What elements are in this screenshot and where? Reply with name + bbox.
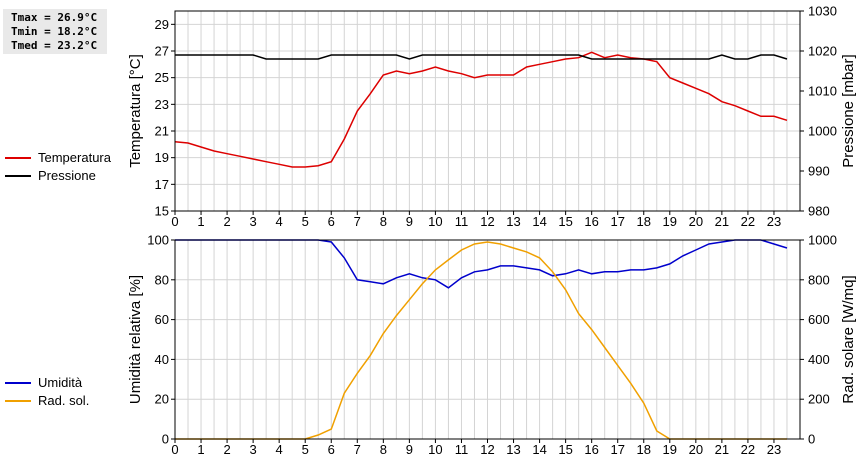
bottom-x-tick-label: 16	[584, 442, 598, 457]
top-x-tick-label: 11	[455, 214, 469, 229]
bottom-x-tick-label: 18	[637, 442, 651, 457]
top-x-tick-label: 15	[558, 214, 572, 229]
top-yright-tick-label: 980	[808, 204, 830, 219]
bottom-yright-tick-label: 0	[808, 432, 815, 447]
bottom-yleft-tick-label: 0	[162, 432, 169, 447]
top-yright-tick-label: 1020	[808, 44, 837, 59]
top-x-tick-label: 17	[610, 214, 624, 229]
bottom-yright-tick-label: 600	[808, 312, 830, 327]
stat-tmax: Tmax = 26.9°C	[11, 11, 98, 24]
top-legend-label-1: Pressione	[38, 168, 96, 183]
bottom-x-tick-label: 7	[354, 442, 361, 457]
top-x-tick-label: 5	[302, 214, 309, 229]
top-yright-tick-label: 1010	[808, 84, 837, 99]
bottom-yright-tick-label: 200	[808, 392, 830, 407]
top-x-tick-label: 16	[584, 214, 598, 229]
top-yright-tick-label: 1000	[808, 124, 837, 139]
top-yleft-tick-label: 17	[155, 177, 169, 192]
bottom-legend-label-1: Rad. sol.	[38, 393, 89, 408]
bottom-x-tick-label: 20	[689, 442, 703, 457]
bottom-x-tick-label: 22	[741, 442, 755, 457]
bottom-x-tick-label: 8	[380, 442, 387, 457]
top-yleft-tick-label: 23	[155, 97, 169, 112]
bottom-x-tick-label: 3	[250, 442, 257, 457]
bottom-yleft-tick-label: 40	[155, 352, 169, 367]
bottom-x-tick-label: 1	[197, 442, 204, 457]
top-x-tick-label: 9	[406, 214, 413, 229]
bottom-x-tick-label: 21	[715, 442, 729, 457]
top-x-tick-label: 20	[689, 214, 703, 229]
top-x-tick-label: 23	[767, 214, 781, 229]
bottom-x-tick-label: 14	[532, 442, 546, 457]
bottom-yright-tick-label: 400	[808, 352, 830, 367]
bottom-x-tick-label: 17	[610, 442, 624, 457]
top-yleft-tick-label: 21	[155, 124, 169, 139]
bottom-x-tick-label: 13	[506, 442, 520, 457]
top-x-tick-label: 12	[480, 214, 494, 229]
bottom-yleft-tick-label: 20	[155, 392, 169, 407]
top-legend-label-0: Temperatura	[38, 150, 112, 165]
top-ylabel-right: Pressione [mbar]	[840, 54, 857, 167]
top-ylabel-left: Temperatura [°C]	[127, 54, 144, 168]
bottom-x-tick-label: 12	[480, 442, 494, 457]
top-x-tick-label: 4	[276, 214, 283, 229]
top-yleft-tick-label: 27	[155, 44, 169, 59]
bottom-x-tick-label: 15	[558, 442, 572, 457]
stat-tmed: Tmed = 23.2°C	[11, 39, 98, 52]
top-yleft-tick-label: 15	[155, 204, 169, 219]
top-x-tick-label: 3	[250, 214, 257, 229]
top-x-tick-label: 0	[171, 214, 178, 229]
bottom-x-tick-label: 2	[223, 442, 230, 457]
bottom-yleft-tick-label: 80	[155, 272, 169, 287]
bottom-ylabel-right: Rad. solare [W/mq]	[840, 275, 857, 403]
top-x-tick-label: 7	[354, 214, 361, 229]
stat-tmin: Tmin = 18.2°C	[11, 25, 98, 38]
top-x-tick-label: 22	[741, 214, 755, 229]
top-x-tick-label: 6	[328, 214, 335, 229]
top-yright-tick-label: 990	[808, 164, 830, 179]
bottom-x-tick-label: 0	[171, 442, 178, 457]
bottom-x-tick-label: 11	[455, 442, 469, 457]
bottom-x-tick-label: 4	[276, 442, 283, 457]
bottom-yright-tick-label: 800	[808, 272, 830, 287]
bottom-x-tick-label: 10	[428, 442, 442, 457]
top-x-tick-label: 8	[380, 214, 387, 229]
bottom-yright-tick-label: 1000	[808, 233, 837, 248]
top-x-tick-label: 21	[715, 214, 729, 229]
top-yleft-tick-label: 29	[155, 17, 169, 32]
bottom-x-tick-label: 5	[302, 442, 309, 457]
top-x-tick-label: 14	[532, 214, 546, 229]
bottom-legend-label-0: Umidità	[38, 375, 83, 390]
bottom-yleft-tick-label: 100	[147, 233, 169, 248]
top-yright-tick-label: 1030	[808, 4, 837, 19]
stats-box: Tmax = 26.9°C Tmin = 18.2°C Tmed = 23.2°…	[3, 9, 107, 54]
top-x-tick-label: 2	[223, 214, 230, 229]
bottom-yleft-tick-label: 60	[155, 312, 169, 327]
top-x-tick-label: 1	[197, 214, 204, 229]
top-x-tick-label: 19	[663, 214, 677, 229]
bottom-ylabel-left: Umidità relativa [%]	[127, 275, 144, 404]
bottom-x-tick-label: 19	[663, 442, 677, 457]
top-x-tick-label: 10	[428, 214, 442, 229]
bottom-x-tick-label: 23	[767, 442, 781, 457]
top-series-line-1	[175, 54, 788, 60]
bottom-x-tick-label: 9	[406, 442, 413, 457]
top-x-tick-label: 13	[506, 214, 520, 229]
top-x-tick-label: 18	[637, 214, 651, 229]
top-yleft-tick-label: 19	[155, 150, 169, 165]
top-series-line-0	[174, 51, 788, 168]
top-yleft-tick-label: 25	[155, 70, 169, 85]
bottom-x-tick-label: 6	[328, 442, 335, 457]
